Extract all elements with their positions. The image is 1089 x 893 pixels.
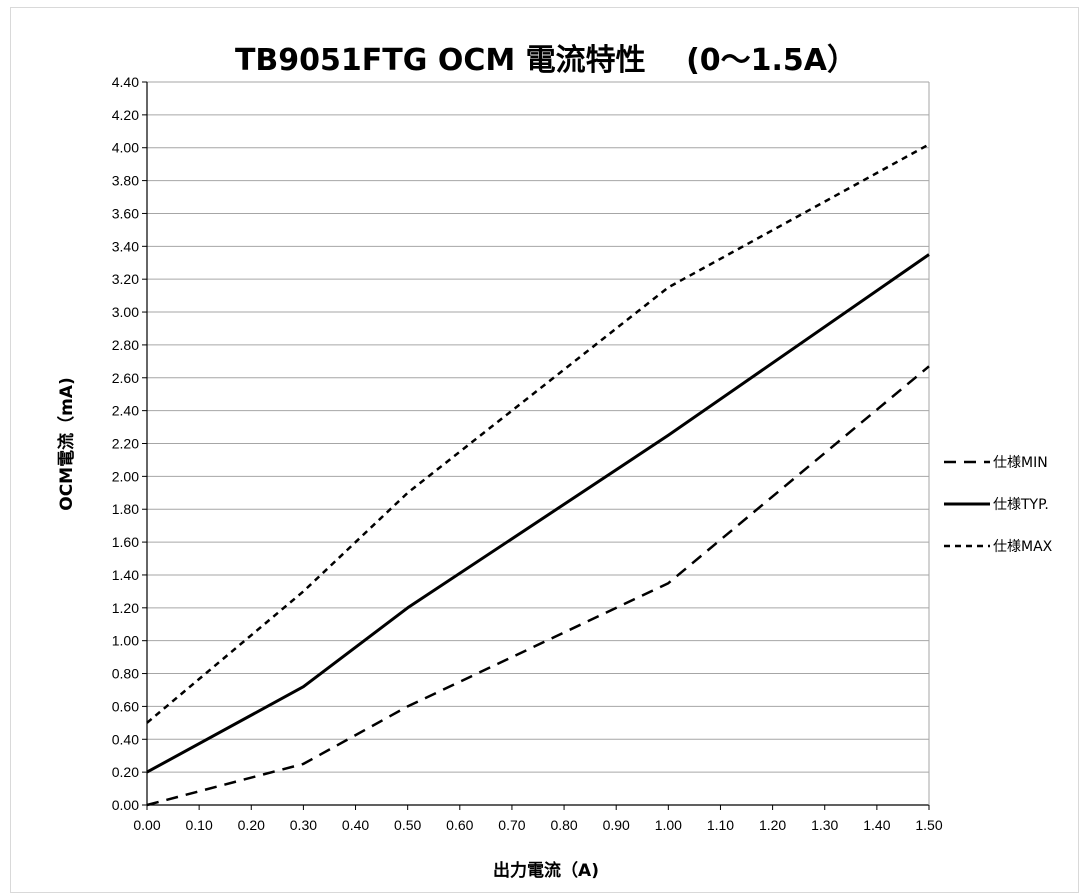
y-axis-ticks: 0.00 0.20 0.40 0.60 0.80 1.00 1.20 1.40 1.60 1.80… [112, 74, 147, 813]
y-tick-label: 3.80 [112, 173, 139, 189]
y-tick-label: 3.40 [112, 238, 139, 254]
y-tick-label: 2.00 [112, 468, 139, 484]
x-tick-label: 1.50 [915, 817, 942, 833]
series-line-仕様TYP. [146, 253, 930, 774]
y-tick-label: 1.00 [112, 633, 139, 649]
x-tick-label: 1.10 [707, 817, 734, 833]
legend-label: 仕様MIN [993, 455, 1048, 471]
x-tick-label: 0.10 [186, 817, 213, 833]
y-tick-label: 3.60 [112, 205, 139, 221]
y-tick-label: 1.40 [112, 567, 139, 583]
y-tick-label: 1.60 [112, 534, 139, 550]
x-tick-label: 0.50 [394, 817, 421, 833]
gridlines [147, 81, 929, 806]
y-tick-label: 0.60 [112, 698, 139, 714]
chart-frame [10, 7, 1079, 893]
y-tick-label: 2.20 [112, 436, 139, 452]
y-tick-label: 2.60 [112, 370, 139, 386]
series-line-仕様MAX [146, 143, 930, 724]
x-tick-label: 0.90 [603, 817, 630, 833]
y-axis-title: OCM電流（mA) [56, 377, 77, 511]
y-tick-label: 4.00 [112, 140, 139, 156]
x-tick-label: 0.80 [550, 817, 577, 833]
x-tick-label: 1.30 [811, 817, 838, 833]
x-tick-label: 1.40 [863, 817, 890, 833]
series-lines [146, 143, 930, 807]
y-tick-label: 3.20 [112, 271, 139, 287]
y-tick-label: 0.20 [112, 764, 139, 780]
legend: 仕様MIN 仕様TYP. 仕様MAX [944, 455, 1053, 555]
x-tick-label: 0.40 [342, 817, 369, 833]
x-tick-label: 0.60 [446, 817, 473, 833]
y-tick-label: 3.00 [112, 304, 139, 320]
y-tick-label: 1.20 [112, 600, 139, 616]
x-tick-label: 0.20 [238, 817, 265, 833]
x-tick-label: 0.00 [133, 817, 160, 833]
chart-title: TB9051FTG OCM 電流特性 (0～1.5A） [235, 43, 857, 78]
y-tick-label: 4.40 [112, 74, 139, 90]
y-tick-label: 0.80 [112, 666, 139, 682]
series-line-仕様MIN [146, 365, 930, 807]
y-tick-label: 2.80 [112, 337, 139, 353]
x-axis-title: 出力電流（A) [493, 860, 599, 881]
y-tick-label: 1.80 [112, 501, 139, 517]
y-tick-label: 0.40 [112, 731, 139, 747]
x-tick-label: 0.30 [290, 817, 317, 833]
x-tick-label: 1.20 [759, 817, 786, 833]
x-tick-label: 0.70 [498, 817, 525, 833]
x-axis-ticks: 0.00 0.10 0.20 0.30 0.40 0.50 0.60 0.70 0.80 0.90… [133, 805, 943, 833]
legend-label: 仕様TYP. [993, 497, 1049, 513]
legend-label: 仕様MAX [993, 539, 1053, 555]
y-tick-label: 2.40 [112, 403, 139, 419]
x-tick-label: 1.00 [655, 817, 682, 833]
y-tick-label: 4.20 [112, 107, 139, 123]
y-tick-label: 0.00 [112, 797, 139, 813]
